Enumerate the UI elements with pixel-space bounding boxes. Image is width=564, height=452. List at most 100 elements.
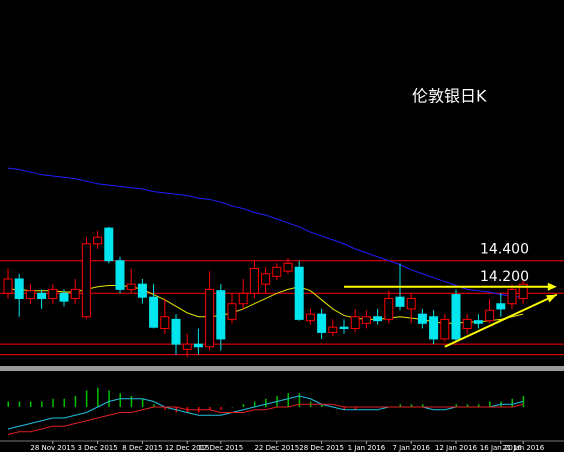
macd-bar xyxy=(29,401,32,407)
candle-body xyxy=(507,288,517,305)
arrow-label: 14.200 xyxy=(480,269,529,285)
macd-bar xyxy=(410,404,413,407)
candle-body xyxy=(406,298,416,310)
x-tick-label: 3 Dec 2015 xyxy=(77,444,117,452)
candle-body xyxy=(417,313,427,324)
macd-line xyxy=(7,403,524,435)
trend-line xyxy=(444,293,558,348)
candle-body xyxy=(272,266,282,277)
x-tick-label: 28 Dec 2015 xyxy=(299,444,344,452)
candle-body xyxy=(249,268,259,294)
candle-body xyxy=(395,296,405,307)
candle-body xyxy=(373,316,383,322)
x-tick-label: 12 Dec 2015 xyxy=(165,444,210,452)
candle-body xyxy=(317,313,327,333)
macd-bar xyxy=(399,404,401,407)
chart-title: 伦敦银日K xyxy=(412,87,487,106)
macd-bar xyxy=(354,407,357,410)
candle-body xyxy=(294,266,304,320)
macd-bar xyxy=(242,404,245,407)
macd-bar xyxy=(130,396,133,407)
candle-body xyxy=(261,273,271,285)
x-tick-label: 22 Dec 2015 xyxy=(254,444,299,452)
candle-body xyxy=(126,283,136,290)
x-tick-label: 8 Dec 2015 xyxy=(122,444,162,452)
candle-body xyxy=(137,283,147,298)
candle-body xyxy=(485,309,495,322)
candle-body xyxy=(37,292,47,300)
candle-body xyxy=(473,320,483,324)
macd-bar xyxy=(231,407,233,408)
macd-bar xyxy=(343,407,345,410)
candle-body xyxy=(160,316,170,329)
macd-bar xyxy=(522,396,525,407)
macd-bar xyxy=(421,404,424,407)
arrow-head xyxy=(546,294,557,303)
macd-bar xyxy=(287,393,289,407)
macd-bar xyxy=(466,404,469,407)
candle-body xyxy=(216,290,226,340)
macd-bar xyxy=(119,393,121,407)
candle-body xyxy=(384,298,394,320)
candle-body xyxy=(14,278,24,300)
macd-bar xyxy=(85,390,88,407)
x-tick-label: 21 Jan 2016 xyxy=(502,444,545,452)
macd-bar xyxy=(253,401,256,407)
x-tick-label: 1 Jan 2016 xyxy=(348,444,386,452)
candle-body xyxy=(440,318,450,340)
level-label: 14.400 xyxy=(480,242,529,258)
macd-bar xyxy=(209,407,211,410)
macd-bar xyxy=(74,396,77,407)
macd-bar xyxy=(511,398,513,407)
x-tick-label: 17 Dec 2015 xyxy=(198,444,243,452)
macd-line xyxy=(7,395,524,430)
candle-body xyxy=(305,313,315,322)
macd-bar xyxy=(153,404,155,407)
panel-separator xyxy=(0,366,564,371)
candle-body xyxy=(328,326,338,333)
x-tick-label: 16 Jan 2016 xyxy=(480,444,523,452)
macd-bar xyxy=(7,401,9,407)
candle-body xyxy=(339,326,349,330)
candle-body xyxy=(193,343,203,348)
candle-body xyxy=(361,316,371,324)
macd-bar xyxy=(321,404,323,407)
candle-body xyxy=(429,316,439,340)
macd-bar xyxy=(97,387,99,407)
macd-bar xyxy=(41,401,43,407)
candle-body xyxy=(3,278,13,294)
candle-body xyxy=(462,318,472,329)
macd-bar xyxy=(489,401,491,407)
macd-bar xyxy=(455,404,457,407)
candle-body xyxy=(451,294,461,340)
arrow-head xyxy=(547,282,557,291)
candle-body xyxy=(283,262,293,272)
macd-bar xyxy=(108,390,110,407)
x-tick-label: 28 Nov 2015 xyxy=(30,444,75,452)
candle-body xyxy=(238,292,248,305)
candle-body xyxy=(518,283,528,300)
candle-body xyxy=(171,318,181,345)
candle-body xyxy=(70,288,80,300)
moving-average xyxy=(7,167,524,298)
candle-body xyxy=(115,260,125,290)
candle-body xyxy=(350,316,360,329)
candle-body xyxy=(81,243,91,318)
macd-bar xyxy=(164,407,166,410)
macd-bar xyxy=(141,398,144,407)
macd-bar xyxy=(18,401,21,407)
candle-body xyxy=(227,303,237,320)
candle-body xyxy=(93,236,103,245)
x-tick-label: 12 Jan 2016 xyxy=(435,444,478,452)
macd-bar xyxy=(298,393,301,407)
candle-body xyxy=(205,288,215,348)
candle-body xyxy=(59,292,69,302)
candle-body xyxy=(496,303,506,310)
candle-body xyxy=(48,288,58,300)
macd-bar xyxy=(265,398,267,407)
macd-bar xyxy=(52,398,54,407)
candle-body xyxy=(182,343,192,350)
macd-bar xyxy=(220,407,222,410)
